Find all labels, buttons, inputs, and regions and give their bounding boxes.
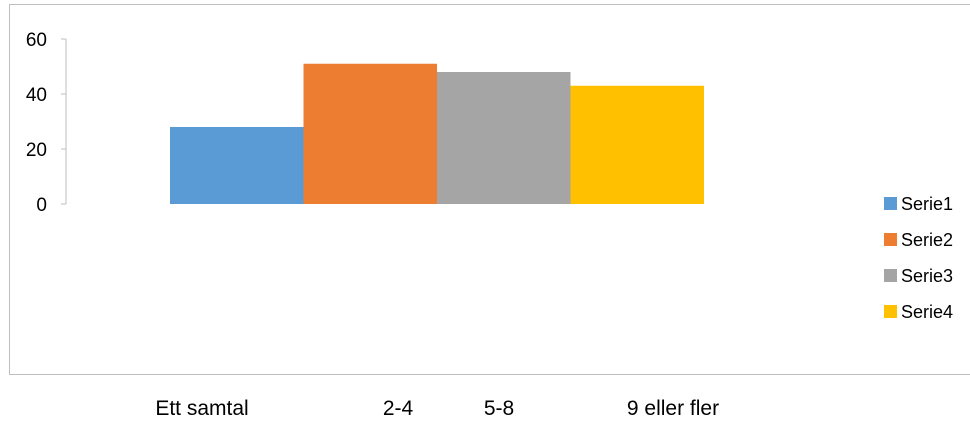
category-label: 2-4 bbox=[382, 397, 414, 420]
bars bbox=[170, 63, 704, 204]
y-tick-label: 60 bbox=[26, 30, 47, 51]
legend: Serie1 Serie2 Serie3 Serie4 bbox=[884, 194, 953, 322]
legend-swatch bbox=[884, 305, 897, 318]
bar-serie2 bbox=[303, 63, 437, 204]
y-tick-label: 20 bbox=[26, 140, 47, 161]
y-tick-label: 0 bbox=[36, 195, 47, 216]
category-label: 5-8 bbox=[483, 397, 515, 420]
legend-label: Serie4 bbox=[901, 302, 953, 322]
bar-serie1 bbox=[170, 127, 304, 204]
category-label: Ett samtal bbox=[155, 397, 249, 420]
y-tick-label: 40 bbox=[26, 85, 47, 106]
y-axis: 0 20 40 60 bbox=[26, 30, 67, 216]
legend-label: Serie2 bbox=[901, 230, 953, 250]
legend-swatch bbox=[884, 269, 897, 282]
bar-serie3 bbox=[437, 72, 571, 204]
legend-label: Serie1 bbox=[901, 194, 953, 214]
legend-label: Serie3 bbox=[901, 266, 953, 286]
category-label: 9 eller fler bbox=[626, 397, 720, 420]
legend-swatch bbox=[884, 197, 897, 210]
bar-serie4 bbox=[570, 85, 704, 204]
legend-swatch bbox=[884, 233, 897, 246]
